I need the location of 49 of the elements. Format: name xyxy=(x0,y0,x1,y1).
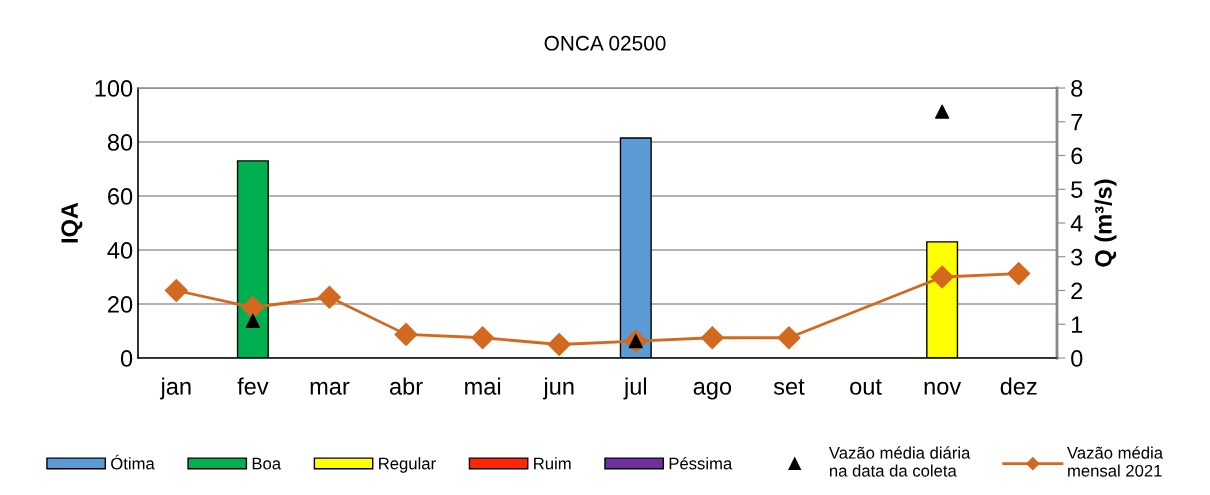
x-tick-label: abr xyxy=(389,377,423,395)
y2-tick-label: 2 xyxy=(1071,282,1083,300)
chart-title: ONCA 02500 xyxy=(544,35,666,51)
legend-label: Vazão média diária na data da coleta xyxy=(828,446,971,477)
y-tick-label: 40 xyxy=(107,242,133,259)
y-tick-label: 80 xyxy=(107,134,133,151)
y-tick-label: 20 xyxy=(108,296,133,313)
legend-label: Regular xyxy=(379,457,436,473)
y2-tick-label: 5 xyxy=(1071,181,1083,199)
x-tick-label: dez xyxy=(1000,377,1037,395)
point xyxy=(700,326,724,350)
point xyxy=(935,104,950,119)
y2-tick-label: 3 xyxy=(1071,248,1083,266)
y2-axis-title: Q (m³/s) xyxy=(1094,179,1117,267)
point xyxy=(930,265,954,289)
y2-tick-label: 6 xyxy=(1071,147,1083,165)
legend-label: Boa xyxy=(252,457,282,470)
point xyxy=(777,326,801,350)
y-tick-label: 60 xyxy=(108,188,133,205)
x-tick-label: nov xyxy=(924,381,962,395)
x-tick-label: fev xyxy=(237,377,269,395)
point xyxy=(241,295,265,319)
point xyxy=(471,326,495,350)
point xyxy=(394,322,418,346)
legend-label: Ruim xyxy=(534,457,571,470)
legend-label: Vazão média mensal 2021 xyxy=(1067,446,1164,477)
y2-tick-label: 4 xyxy=(1070,215,1083,232)
legend-label: Péssima xyxy=(669,457,733,470)
point xyxy=(547,333,571,356)
y2-tick-label: 1 xyxy=(1071,316,1083,333)
y-tick-label: 0 xyxy=(120,350,133,367)
y2-tick-label: 7 xyxy=(1071,114,1083,131)
x-tick-label: mar xyxy=(310,381,350,395)
x-tick-label: jul xyxy=(623,377,647,400)
x-tick-label: jan xyxy=(159,377,191,400)
y2-tick-label: 0 xyxy=(1071,350,1083,367)
y-tick-label: 100 xyxy=(95,80,133,97)
x-tick-label: mai xyxy=(465,377,501,395)
x-tick-label: ago xyxy=(693,381,732,400)
x-tick-label: jun xyxy=(542,377,574,400)
point xyxy=(245,313,260,328)
point xyxy=(1007,262,1031,286)
y-axis-title: IQA xyxy=(61,202,83,243)
x-tick-label: set xyxy=(773,379,805,395)
point xyxy=(317,285,341,309)
legend-label: Ótima xyxy=(111,454,155,470)
x-tick-label: out xyxy=(850,379,882,395)
point xyxy=(164,279,188,302)
y2-tick-label: 8 xyxy=(1071,80,1083,97)
